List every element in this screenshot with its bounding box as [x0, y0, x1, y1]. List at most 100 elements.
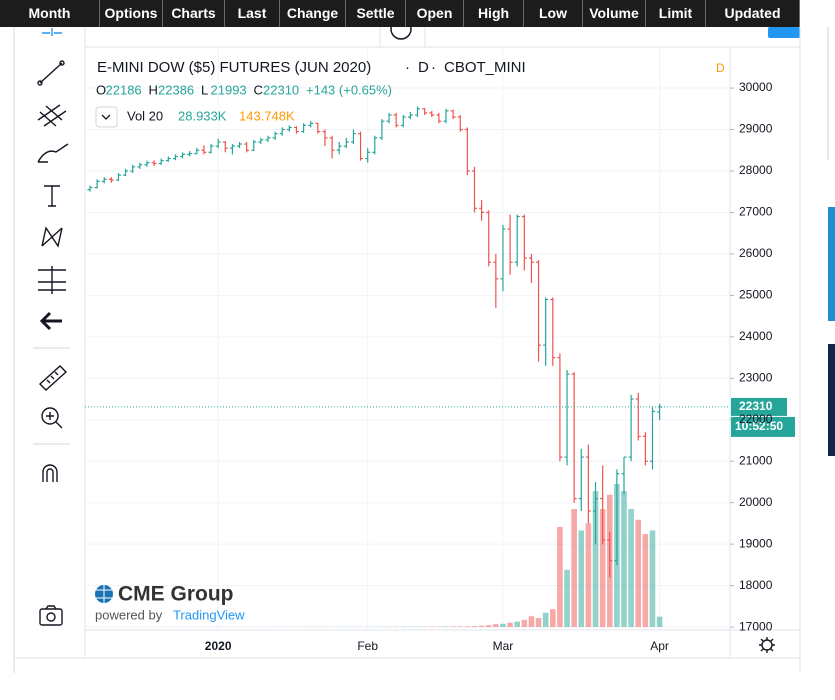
volume-bar [550, 609, 556, 627]
logo-text: CME Group [118, 583, 234, 606]
volume-bar [522, 620, 528, 627]
volume-bar [621, 491, 627, 627]
side-panel [828, 344, 835, 456]
volume-bar [657, 617, 663, 627]
volume-bar [465, 626, 471, 627]
ohlc-legend-value: 22310 [263, 82, 299, 97]
price-bars [88, 106, 663, 577]
volume-bar [536, 618, 542, 627]
ohlc-legend-key: L [201, 82, 208, 97]
tool-pitchfork[interactable] [38, 105, 66, 126]
column-header[interactable]: High [464, 0, 524, 27]
y-tick-label: 20000 [739, 495, 773, 509]
legend-exchange: CBOT_MINI [444, 59, 526, 76]
y-tick-label: 22000 [739, 412, 773, 426]
ohlc-legend-change: +143 (+0.65%) [306, 82, 392, 97]
tool-trendline[interactable] [40, 63, 62, 83]
provider[interactable]: TradingView [173, 607, 245, 622]
volume-bar [650, 530, 656, 627]
volume-bar [479, 626, 485, 627]
column-header[interactable]: Updated [706, 0, 800, 27]
y-tick-label: 28000 [739, 163, 773, 177]
volume-bar [486, 625, 492, 627]
volume-value: 28.933K [178, 108, 227, 123]
legend-interval: D [418, 59, 429, 76]
y-tick-label: 23000 [739, 370, 773, 384]
volume-bar [443, 626, 449, 627]
volume-bar [643, 534, 649, 627]
column-header[interactable]: Last [225, 0, 280, 27]
volume-ma-value: 143.748K [239, 108, 295, 123]
y-tick-label: 27000 [739, 205, 773, 219]
y-tick-label: 19000 [739, 536, 773, 550]
y-tick-label: 29000 [739, 122, 773, 136]
drawing-toolbar [33, 28, 70, 625]
tool-pattern[interactable] [42, 228, 62, 246]
settings-icon[interactable] [759, 637, 775, 653]
side-panel [828, 207, 835, 321]
volume-pane [87, 484, 662, 627]
top-toolbar-icon[interactable] [391, 27, 411, 39]
volume-bar [578, 530, 584, 627]
column-header[interactable]: Charts [163, 0, 225, 27]
column-header[interactable]: Month [0, 0, 100, 27]
y-tick-label: 26000 [739, 246, 773, 260]
tool-ruler[interactable] [40, 366, 66, 390]
y-tick-label: 17000 [739, 619, 773, 633]
column-header[interactable]: Options [100, 0, 163, 27]
volume-bar [500, 624, 506, 627]
column-header[interactable]: Open [406, 0, 464, 27]
volume-bar [635, 520, 641, 627]
y-tick-label: 21000 [739, 453, 773, 467]
legend-sep: · [405, 59, 410, 76]
y-tick-label: 25000 [739, 288, 773, 302]
column-header[interactable]: Low [524, 0, 583, 27]
volume-bar [586, 523, 592, 627]
y-tick-label: 30000 [739, 80, 773, 94]
ohlc-legend-value: 22386 [158, 82, 194, 97]
column-header[interactable]: Volume [583, 0, 646, 27]
y-tick-label: 24000 [739, 329, 773, 343]
page: {"header": {"columns": ["Month", "Option… [0, 0, 835, 673]
volume-bar [493, 624, 499, 627]
top-toolbar-button[interactable] [768, 27, 800, 38]
volume-bar [472, 626, 478, 627]
column-header[interactable]: Change [280, 0, 346, 27]
tool-crosshair[interactable] [42, 28, 62, 36]
tool-brush[interactable] [38, 144, 68, 162]
ohlc-legend-key: H [149, 82, 158, 97]
tool-measure[interactable] [38, 266, 66, 294]
symbol-title: E-MINI DOW ($5) FUTURES (JUN 2020) [97, 59, 371, 76]
volume-bar [507, 623, 513, 627]
tool-magnet[interactable] [43, 465, 57, 482]
ohlc-legend-value: 21993 [211, 82, 247, 97]
powered-by: powered by [95, 607, 163, 622]
column-header[interactable]: Limit [646, 0, 706, 27]
legend-sep: · [431, 59, 436, 76]
tool-hide[interactable] [42, 313, 62, 329]
tool-text[interactable] [44, 186, 60, 206]
legend-toggle[interactable] [96, 107, 117, 127]
x-tick-label: Apr [650, 639, 669, 653]
volume-bar [514, 622, 520, 627]
volume-bar [628, 509, 634, 627]
tool-screenshot[interactable] [40, 609, 62, 625]
volume-bar [571, 509, 577, 627]
y-tick-label: 18000 [739, 578, 773, 592]
column-header[interactable]: Settle [346, 0, 406, 27]
ohlc-legend-value: 22186 [106, 82, 142, 97]
volume-bar [543, 613, 549, 627]
x-tick-label: 2020 [205, 639, 232, 653]
ohlc-legend-key: C [254, 82, 263, 97]
volume-bar [529, 616, 535, 627]
volume-title: Vol 20 [127, 108, 163, 123]
volume-bar [557, 527, 563, 627]
volume-bar [457, 626, 463, 627]
status-marker: D [716, 61, 725, 75]
x-tick-label: Feb [357, 639, 378, 653]
volume-bar [450, 626, 456, 627]
x-tick-label: Mar [493, 639, 514, 653]
